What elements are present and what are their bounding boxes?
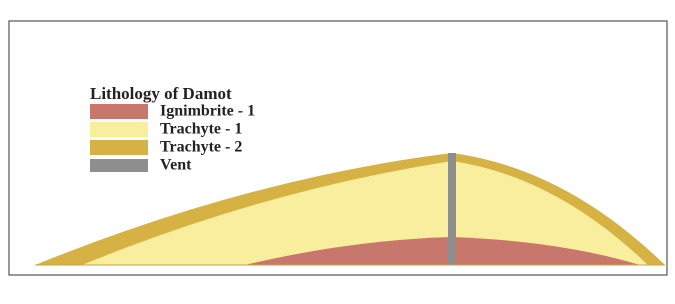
legend-swatch (90, 122, 148, 137)
legend-label: Vent (160, 157, 192, 174)
legend-title: Lithology of Damot (90, 84, 232, 103)
diagram: Lithology of Damot Ignimbrite - 1 Trachy… (0, 0, 675, 304)
legend-label: Trachyte - 2 (160, 139, 242, 156)
legend-swatch (90, 159, 148, 172)
legend-label: Trachyte - 1 (160, 121, 242, 138)
vent (448, 153, 456, 265)
legend-swatch (90, 140, 148, 155)
legend-swatch (90, 104, 148, 119)
legend-label: Ignimbrite - 1 (160, 103, 255, 120)
